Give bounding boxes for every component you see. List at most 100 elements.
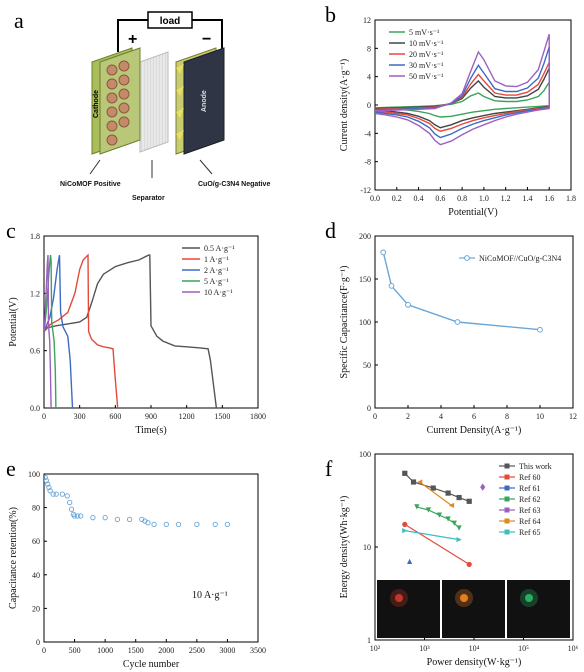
x-tick-label: 1.6: [544, 194, 554, 203]
legend-entry: 20 mV·s⁻¹: [409, 50, 444, 59]
x-tick-label: 6: [472, 412, 476, 421]
x-axis-label: Cycle number: [123, 659, 180, 670]
data-point: [53, 491, 59, 497]
legend-entry: 1 A·g⁻¹: [204, 255, 229, 264]
data-point: [425, 507, 432, 513]
minus-sign: −: [202, 31, 211, 48]
data-point: [212, 521, 218, 528]
data-point: [175, 521, 182, 528]
data-point: [68, 506, 75, 512]
legend-marker: [504, 485, 510, 491]
x-tick-label: 3000: [219, 646, 235, 655]
charts-group: b 0.0 0.2 0.4 0.6 0.8 1.0 1.2 1.4 1.6 1.8 -12 -8 -4 0 4…: [6, 2, 579, 670]
legend-marker: [504, 529, 510, 535]
data-point: [402, 528, 408, 534]
legend-entry: Ref 64: [519, 517, 541, 526]
led-halo: [455, 589, 473, 607]
y-axis-label: Specific Capacitance(F·g⁻¹): [339, 266, 350, 379]
legend-entry: 5 mV·s⁻¹: [409, 28, 440, 37]
y-tick-label: 40: [32, 571, 40, 580]
panel-a: a load + − Cathode Anode: [14, 8, 270, 202]
legend-entry: Ref 63: [519, 506, 541, 515]
y-tick-label: 0.6: [30, 347, 40, 356]
plot-area: [44, 253, 218, 408]
legend-entry: 0.5 A·g⁻¹: [204, 244, 235, 253]
data-point: [388, 282, 395, 289]
cathode-particles: [106, 60, 130, 146]
series-line-4: [44, 255, 52, 408]
y-tick-label: 80: [32, 504, 40, 513]
data-point: [456, 525, 462, 531]
legend-entry: Ref 61: [519, 484, 541, 493]
legend-entry: Ref 60: [519, 473, 541, 482]
negative-label: CuO/g-C3N4 Negative: [198, 181, 270, 188]
inset-photo: [507, 580, 570, 638]
load-label: load: [160, 16, 181, 27]
legend-marker: [504, 463, 510, 469]
data-point: [50, 491, 56, 497]
data-point: [456, 494, 462, 501]
y-tick-label: 0: [367, 101, 371, 110]
data-point: [480, 483, 486, 491]
data-point: [406, 558, 413, 565]
legend-entry: 30 mV·s⁻¹: [409, 61, 444, 70]
legend-entry: Ref 62: [519, 495, 541, 504]
y-axis-label: Energy density(Wh·kg⁻¹): [339, 496, 350, 599]
data-point: [410, 479, 417, 485]
x-tick-label: 10⁴: [469, 644, 480, 653]
x-tick-label: 1500: [128, 646, 144, 655]
led-glow: [460, 594, 468, 602]
series-line-0: [44, 254, 218, 408]
legend-entry: 2 A·g⁻¹: [204, 266, 229, 275]
y-tick-label: 1.2: [30, 289, 40, 298]
x-tick-label: 0.8: [457, 194, 467, 203]
x-tick-label: 1.0: [479, 194, 489, 203]
y-axis-label: Current density(A·g⁻¹): [339, 59, 350, 151]
chart-d: d 0 2 4 6 8 10 12 0 50 100 150 200 Current Density(A·…: [325, 218, 577, 436]
y-tick-label: 100: [359, 318, 371, 327]
x-axis-label: Current Density(A·g⁻¹): [427, 425, 522, 436]
panel-letter-e: e: [6, 456, 16, 481]
data-point: [64, 493, 70, 499]
series-line-2: [375, 62, 550, 132]
legend-marker: [504, 507, 510, 513]
inset-photo: [442, 580, 505, 638]
x-tick-label: 0.4: [414, 194, 424, 203]
data-point: [126, 516, 133, 523]
panel-letter-b: b: [325, 2, 336, 27]
x-tick-label: 0.6: [435, 194, 445, 203]
x-tick-label: 2: [406, 412, 410, 421]
x-tick-label: 0: [42, 646, 46, 655]
y-tick-label: 50: [363, 361, 371, 370]
separator-label: Separator: [132, 195, 165, 202]
x-tick-label: 500: [69, 646, 81, 655]
data-point: [47, 488, 53, 494]
led-halo: [520, 589, 538, 607]
y-tick-label: -8: [364, 158, 371, 167]
data-point: [59, 491, 65, 497]
data-point: [163, 521, 169, 528]
x-tick-label: 0: [373, 412, 377, 421]
data-point: [402, 470, 408, 476]
y-tick-label: 1: [367, 636, 371, 645]
y-tick-label: 150: [359, 275, 371, 284]
series-line-3: [416, 506, 460, 529]
positive-label: NiCoMOF Positive: [60, 181, 121, 188]
x-tick-label: 2500: [189, 646, 205, 655]
plot-frame: [43, 473, 259, 643]
series-line-1: [404, 523, 470, 565]
y-tick-label: 8: [367, 44, 371, 53]
data-point: [466, 561, 472, 567]
data-point: [445, 516, 451, 522]
x-tick-label: 1500: [214, 412, 230, 421]
x-tick-label: 300: [74, 412, 86, 421]
x-tick-label: 0.0: [370, 194, 380, 203]
y-tick-label: 0: [367, 404, 371, 413]
series-line-1: [44, 253, 119, 408]
y-tick-label: 12: [363, 16, 371, 25]
legend-entry: 10 mV·s⁻¹: [409, 39, 444, 48]
series-line-2: [44, 254, 74, 408]
cathode-label: Cathode: [93, 90, 100, 118]
x-tick-label: 10²: [370, 644, 381, 653]
data-point: [102, 515, 108, 521]
